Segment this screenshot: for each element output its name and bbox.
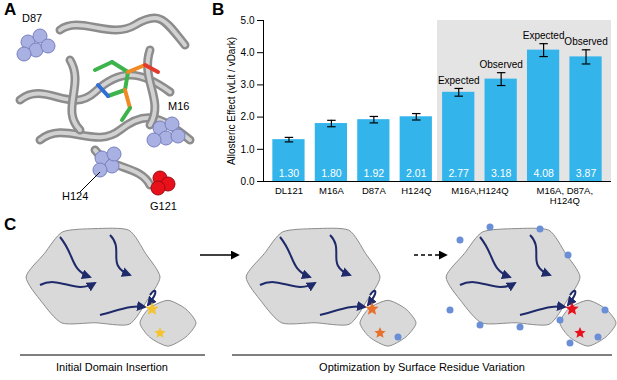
svg-text:H124Q: H124Q [401, 185, 431, 196]
svg-text:1.92: 1.92 [364, 167, 385, 179]
html-text:A: A [4, 0, 17, 19]
svg-text:3.0: 3.0 [241, 79, 255, 90]
html-text:C: C [4, 215, 17, 234]
svg-text:4.08: 4.08 [533, 167, 554, 179]
svg-text:D87A: D87A [362, 185, 386, 196]
svg-text:Observed: Observed [564, 36, 607, 47]
svg-text:D87: D87 [22, 12, 42, 24]
svg-text:3.87: 3.87 [576, 167, 597, 179]
svg-text:Optimization by Surface Residu: Optimization by Surface Residue Variatio… [319, 361, 525, 373]
svg-text:3.18: 3.18 [491, 167, 512, 179]
svg-text:M16: M16 [168, 100, 189, 112]
svg-text:M16A,H124Q: M16A,H124Q [451, 185, 509, 196]
svg-text:1.0: 1.0 [241, 144, 255, 155]
svg-text:1.30: 1.30 [279, 167, 300, 179]
svg-text:DL121: DL121 [275, 185, 303, 196]
svg-text:4.0: 4.0 [241, 47, 255, 58]
svg-text:2.77: 2.77 [449, 167, 470, 179]
svg-text:M16A: M16A [319, 185, 344, 196]
svg-text:Observed: Observed [479, 59, 522, 70]
svg-text:G121: G121 [150, 200, 177, 212]
svg-text:5.0: 5.0 [241, 15, 255, 26]
svg-text:2.01: 2.01 [406, 167, 427, 179]
html-text:B: B [212, 0, 225, 19]
svg-text:0.0: 0.0 [241, 176, 255, 187]
svg-text:2.0: 2.0 [241, 111, 255, 122]
svg-text:Allosteric Effect (vLit / vDar: Allosteric Effect (vLit / vDark) [226, 37, 237, 165]
svg-text:Initial Domain Insertion: Initial Domain Insertion [56, 361, 168, 373]
svg-text:M16A, D87A,H124Q: M16A, D87A,H124Q [537, 185, 594, 206]
svg-text:1.80: 1.80 [321, 167, 342, 179]
svg-text:Expected: Expected [523, 30, 565, 41]
svg-text:Expected: Expected [438, 75, 480, 86]
svg-text:H124: H124 [62, 190, 88, 202]
